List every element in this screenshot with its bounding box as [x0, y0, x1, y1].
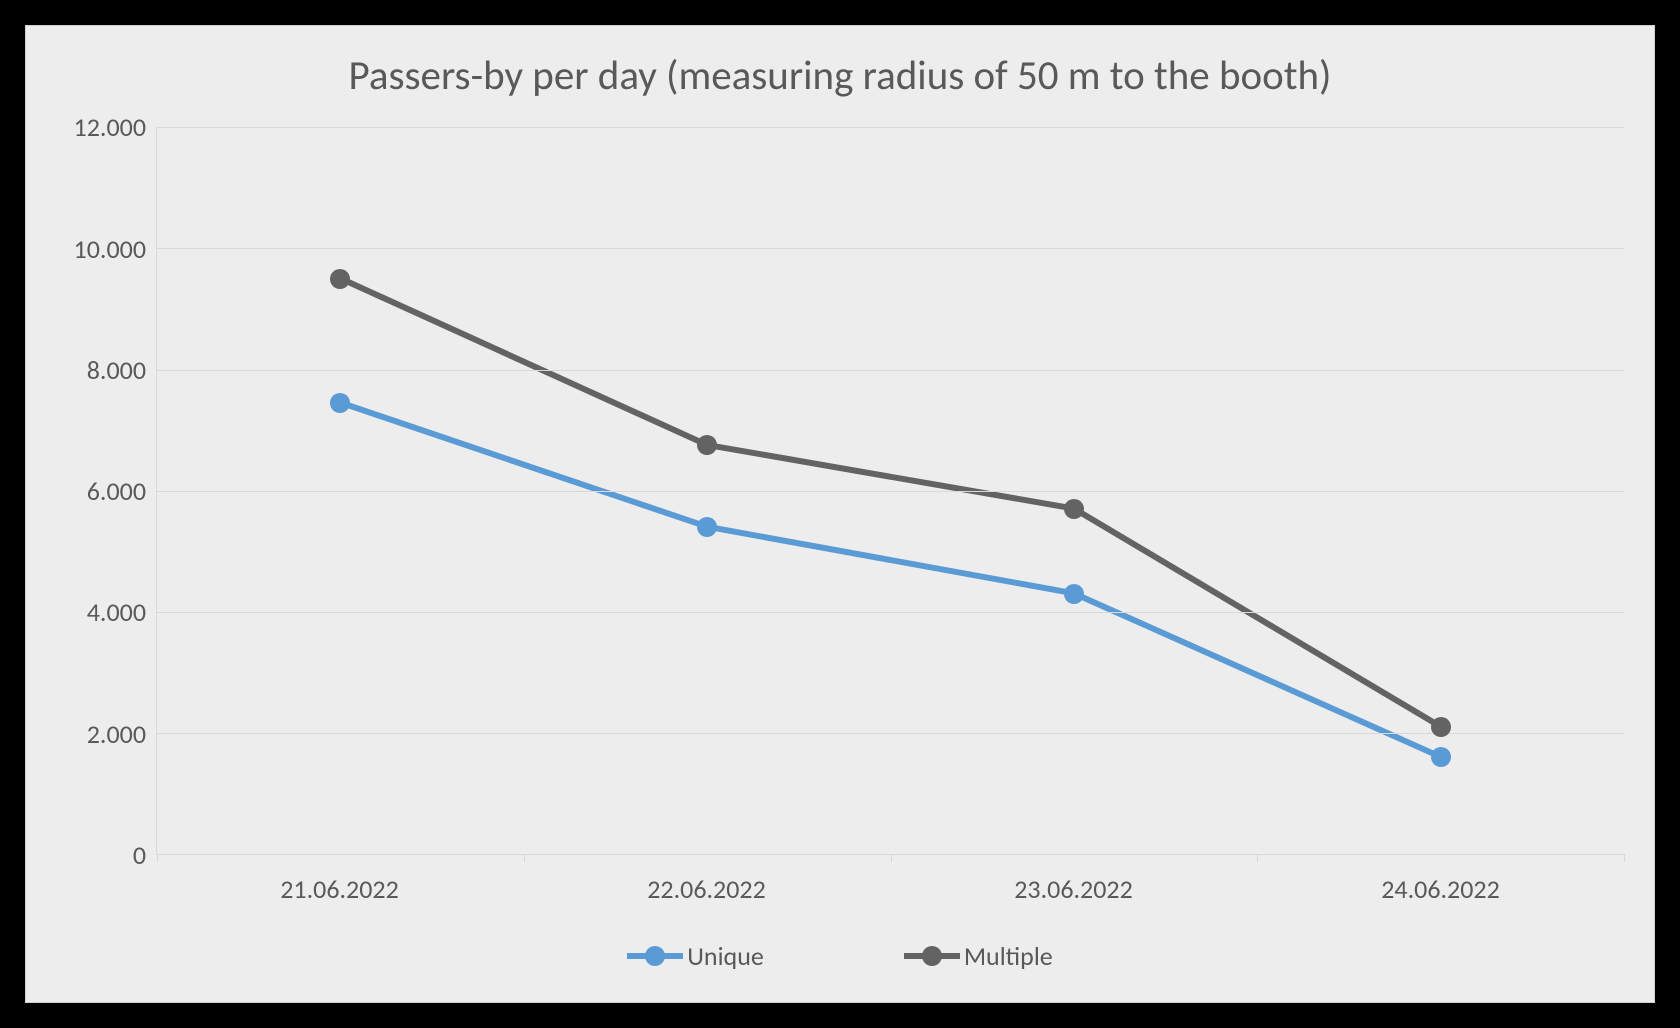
- legend-label: Multiple: [964, 940, 1053, 972]
- gridline: [157, 491, 1624, 492]
- data-point-marker: [1431, 747, 1451, 767]
- gridline: [157, 127, 1624, 128]
- y-tick-label: 2.000: [87, 718, 146, 750]
- legend-item: Unique: [627, 940, 764, 972]
- legend-item: Multiple: [904, 940, 1053, 972]
- y-tick-label: 6.000: [87, 475, 146, 507]
- chart-container: Passers-by per day (measuring radius of …: [25, 25, 1655, 1003]
- y-tick-label: 12.000: [74, 111, 146, 143]
- x-tick-label: 21.06.2022: [280, 873, 399, 905]
- x-tick-label: 24.06.2022: [1381, 873, 1500, 905]
- chart-outer-frame: Passers-by per day (measuring radius of …: [0, 0, 1680, 1028]
- gridline: [157, 248, 1624, 249]
- y-tick-label: 8.000: [87, 354, 146, 386]
- data-point-marker: [1064, 499, 1084, 519]
- y-axis: 02.0004.0006.0008.00010.00012.000: [56, 127, 156, 855]
- legend-label: Unique: [687, 940, 764, 972]
- data-point-marker: [1431, 717, 1451, 737]
- data-point-marker: [697, 517, 717, 537]
- x-tick-label: 23.06.2022: [1014, 873, 1133, 905]
- legend: Unique Multiple: [56, 915, 1624, 982]
- x-tick-label: 22.06.2022: [647, 873, 766, 905]
- series-line: [340, 403, 1440, 757]
- legend-swatch: [904, 946, 960, 966]
- data-point-marker: [1064, 584, 1084, 604]
- y-tick-label: 0: [133, 839, 146, 871]
- x-axis: 21.06.2022 22.06.2022 23.06.2022 24.06.2022: [156, 855, 1624, 915]
- legend-swatch: [627, 946, 683, 966]
- series-line: [340, 279, 1440, 727]
- x-tick-mark: [1624, 854, 1625, 862]
- plot-row: 02.0004.0006.0008.00010.00012.000: [56, 127, 1624, 855]
- x-axis-row: 21.06.2022 22.06.2022 23.06.2022 24.06.2022: [56, 855, 1624, 915]
- data-point-marker: [330, 269, 350, 289]
- y-tick-label: 10.000: [74, 233, 146, 265]
- chart-title: Passers-by per day (measuring radius of …: [96, 51, 1584, 102]
- y-tick-label: 4.000: [87, 596, 146, 628]
- gridline: [157, 733, 1624, 734]
- plot-area: [156, 127, 1624, 855]
- gridline: [157, 612, 1624, 613]
- plot-wrap: 02.0004.0006.0008.00010.00012.000 21.06.…: [56, 127, 1624, 982]
- gridline: [157, 370, 1624, 371]
